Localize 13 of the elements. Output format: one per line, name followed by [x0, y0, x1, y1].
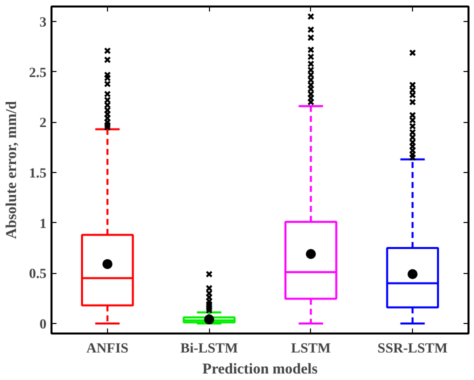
y-tick-label: 2	[40, 116, 46, 132]
x-tick-label: ANFIS	[86, 342, 129, 356]
y-tick-label: 1	[40, 216, 46, 232]
x-tick-label: Bi-LSTM	[180, 342, 238, 356]
y-axis-title: Absolute error, mm/d	[4, 100, 20, 239]
y-tick-label: 0.5	[29, 267, 46, 282]
x-tick-label: SSR-LSTM	[378, 342, 448, 356]
y-tick-label: 3	[40, 16, 46, 31]
x-axis-title: Prediction models	[202, 362, 318, 378]
y-tick-label: 1.5	[29, 166, 46, 182]
y-tick-label: 0	[40, 317, 46, 332]
x-tick-label: LSTM	[291, 342, 331, 356]
y-tick-label: 2.5	[29, 66, 46, 81]
